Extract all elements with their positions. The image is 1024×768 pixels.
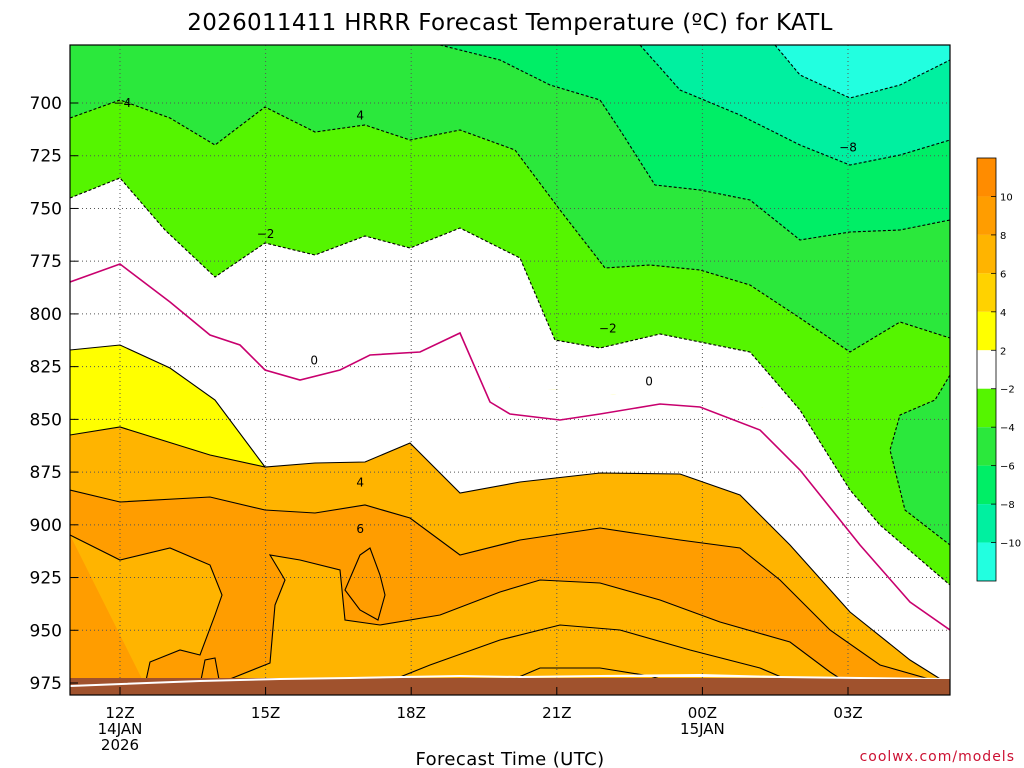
ground-edge	[70, 674, 950, 687]
y-tick-label: 700	[30, 94, 62, 114]
x-tick-label: 21Z	[542, 704, 571, 722]
contour-4	[70, 426, 266, 468]
contour-minus10	[774, 45, 950, 99]
colorbar-bin	[977, 350, 996, 389]
colorbar-label: −2	[1000, 385, 1015, 396]
contour-8-main	[379, 624, 801, 686]
contour-minus2	[70, 177, 950, 586]
contour-6-left	[70, 534, 223, 686]
colorbar-label: −4	[1000, 423, 1015, 434]
plot-area	[70, 45, 950, 695]
contours	[70, 45, 950, 686]
x-tick-label: 00Z	[688, 704, 717, 722]
contour-minus4-pocket	[889, 374, 950, 546]
x-tick-label: 15JAN	[680, 720, 725, 738]
x-tick-label: 03Z	[833, 704, 862, 722]
colorbar-label: 10	[1000, 192, 1013, 203]
contour-label: 0	[310, 353, 318, 367]
y-axis: 700 725 750 775 800 825 850 875 900 925 950 975	[30, 94, 78, 694]
contour-0	[70, 263, 950, 631]
colorbar-label: −6	[1000, 462, 1015, 473]
x-tick-label: 15Z	[251, 704, 280, 722]
x-axis-label: Forecast Time (UTC)	[416, 749, 605, 768]
colorbar-bin	[977, 311, 996, 351]
contour-6-main	[214, 554, 851, 686]
colorbar-label: 8	[1000, 231, 1006, 242]
contour-label: −8	[839, 140, 857, 154]
colorbar-label: −8	[1000, 500, 1015, 511]
colorbar-bin	[977, 427, 996, 466]
contour-label: 4	[356, 476, 364, 490]
colorbar-bin	[977, 504, 996, 543]
y-tick-label: 825	[30, 358, 62, 378]
colorbar-bin	[977, 158, 996, 197]
colorbar-label: 6	[1000, 269, 1006, 280]
colorbar-bin	[977, 465, 996, 505]
y-tick-label: 875	[30, 463, 62, 483]
y-tick-label: 775	[30, 252, 62, 272]
contour-label: −2	[257, 227, 275, 241]
y-tick-label: 925	[30, 569, 62, 589]
contour-labels: −4 4 −8 −2 −2 0 0 4 6	[114, 96, 857, 536]
x-tick-label: 12Z	[105, 704, 134, 722]
y-tick-label: 950	[30, 621, 62, 641]
band-minus2-2-fill-2	[70, 178, 950, 685]
y-tick-label: 750	[30, 199, 62, 219]
y-tick-label: 900	[30, 516, 62, 536]
colorbar-bin	[977, 196, 996, 235]
x-tick-label: 2026	[101, 736, 139, 754]
contour-label: 4	[356, 109, 364, 123]
contour-8-left	[199, 657, 221, 686]
contour-minus6	[439, 45, 950, 241]
contour-label: −2	[599, 322, 617, 336]
y-tick-label: 850	[30, 410, 62, 430]
colorbar-label: 4	[1000, 308, 1006, 319]
colorbar-bin	[977, 273, 996, 312]
chart-title: 2026011411 HRRR Forecast Temperature (ºC…	[187, 10, 832, 36]
contour-2	[70, 344, 950, 686]
contour-label: −4	[114, 96, 132, 110]
band-6-8-fill-lower	[215, 555, 850, 685]
grid	[70, 45, 950, 695]
colorbar-border	[976, 157, 997, 582]
plot-border	[69, 44, 951, 696]
colorbar: 10 8 6 4 2 −2 −4 −6 −8 −10	[976, 157, 1021, 582]
contour-label: 0	[645, 374, 653, 388]
colorbar-bin	[977, 234, 996, 274]
x-tick-label: 18Z	[397, 704, 426, 722]
contour-minus4	[70, 99, 950, 353]
x-tick-label: 14JAN	[98, 720, 143, 738]
band-le-minus10-fill	[775, 45, 950, 98]
contour-4-main	[70, 489, 950, 686]
credit-link[interactable]: coolwx.com/models	[860, 749, 1015, 765]
y-tick-label: 725	[30, 147, 62, 167]
y-tick-label: 800	[30, 305, 62, 325]
colorbar-bin	[977, 388, 996, 428]
band-minus6-minus4-pocket	[890, 375, 950, 545]
colorbar-label: −10	[1000, 539, 1021, 550]
colorbar-bin	[977, 542, 996, 581]
contour-6-island	[344, 547, 386, 621]
contour-minus8	[639, 45, 950, 166]
y-tick-label: 975	[30, 674, 62, 694]
ground-fill	[70, 678, 950, 695]
colorbar-label: 2	[1000, 346, 1006, 357]
contour-label: 6	[356, 522, 364, 536]
